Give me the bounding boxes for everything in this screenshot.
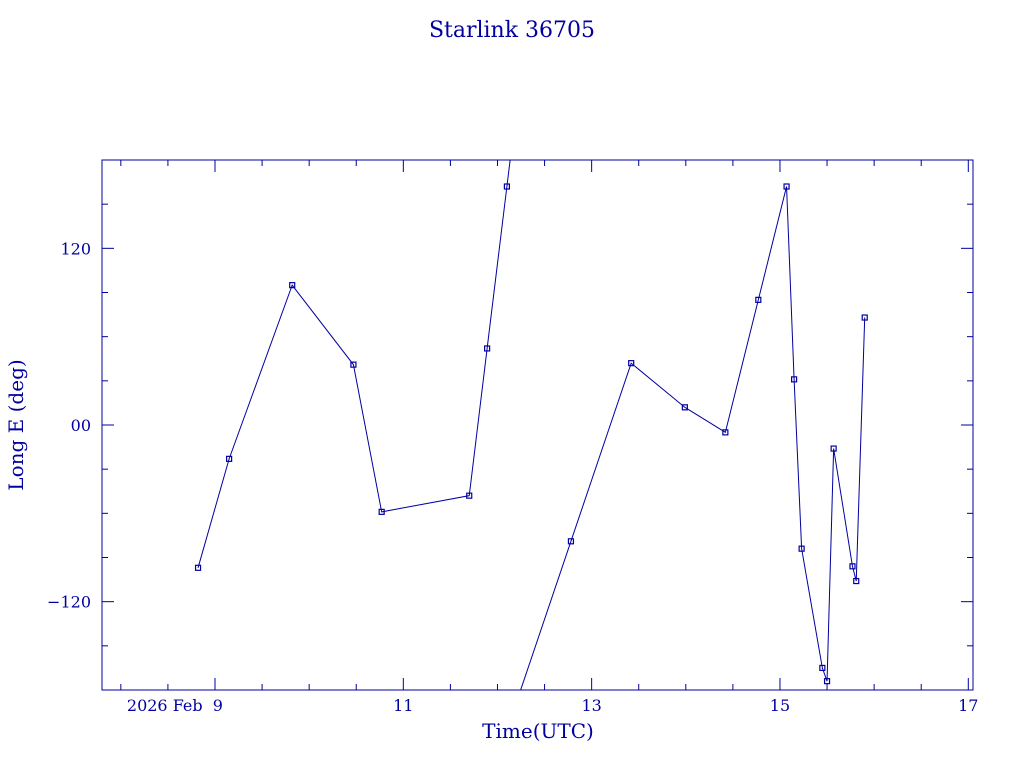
data-point: [378, 508, 385, 515]
data-point: [755, 296, 762, 303]
x-axis-label: Time(UTC): [482, 719, 594, 743]
data-point: [790, 376, 798, 383]
x-tick-label: 2026 Feb 9: [127, 696, 223, 715]
data-point: [628, 360, 635, 367]
data-point: [823, 678, 831, 685]
series-line: [197, 160, 511, 568]
y-axis-label: Long E (deg): [4, 359, 28, 490]
data-point: [849, 563, 856, 570]
data-point: [783, 183, 790, 190]
data-point: [681, 404, 688, 411]
x-tick-label: 13: [581, 696, 601, 715]
y-axis-tick-labels: 120 00 −120: [47, 239, 91, 611]
x-tick-label: 15: [770, 696, 790, 715]
series-points: [194, 183, 868, 685]
y-tick-label: 00: [71, 416, 91, 435]
data-point: [194, 564, 202, 571]
y-axis-ticks: [102, 159, 973, 691]
y-tick-label: 120: [60, 239, 91, 258]
data-point: [466, 492, 473, 499]
data-point: [798, 545, 805, 552]
data-point: [567, 538, 575, 545]
data-point: [819, 664, 826, 672]
data-point: [226, 455, 233, 462]
series-lines: [197, 160, 866, 690]
data-point: [503, 183, 510, 190]
chart-title: Starlink 36705: [429, 18, 595, 43]
plot-frame: [101, 159, 974, 691]
y-tick-label: −120: [47, 593, 91, 612]
x-tick-label: 17: [958, 696, 978, 715]
data-point: [350, 361, 357, 368]
data-point: [722, 429, 729, 436]
data-point: [289, 282, 296, 289]
x-tick-label: 11: [393, 696, 413, 715]
x-axis-tick-labels: 2026 Feb 9 11 13 15 17: [127, 696, 979, 715]
data-point: [853, 577, 860, 585]
series-line: [520, 186, 866, 690]
data-point: [861, 314, 868, 321]
data-point: [484, 345, 491, 352]
x-axis-ticks: [120, 160, 969, 690]
data-point: [830, 445, 837, 452]
